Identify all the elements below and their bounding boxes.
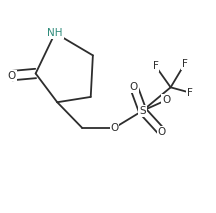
Text: F: F: [152, 61, 159, 71]
Text: O: O: [8, 71, 16, 81]
Text: F: F: [182, 59, 188, 69]
Text: O: O: [162, 95, 170, 105]
Text: NH: NH: [47, 28, 63, 38]
Text: O: O: [110, 123, 119, 133]
Text: O: O: [158, 127, 166, 137]
Text: S: S: [139, 106, 146, 116]
Text: O: O: [130, 82, 138, 92]
Text: F: F: [187, 88, 193, 98]
